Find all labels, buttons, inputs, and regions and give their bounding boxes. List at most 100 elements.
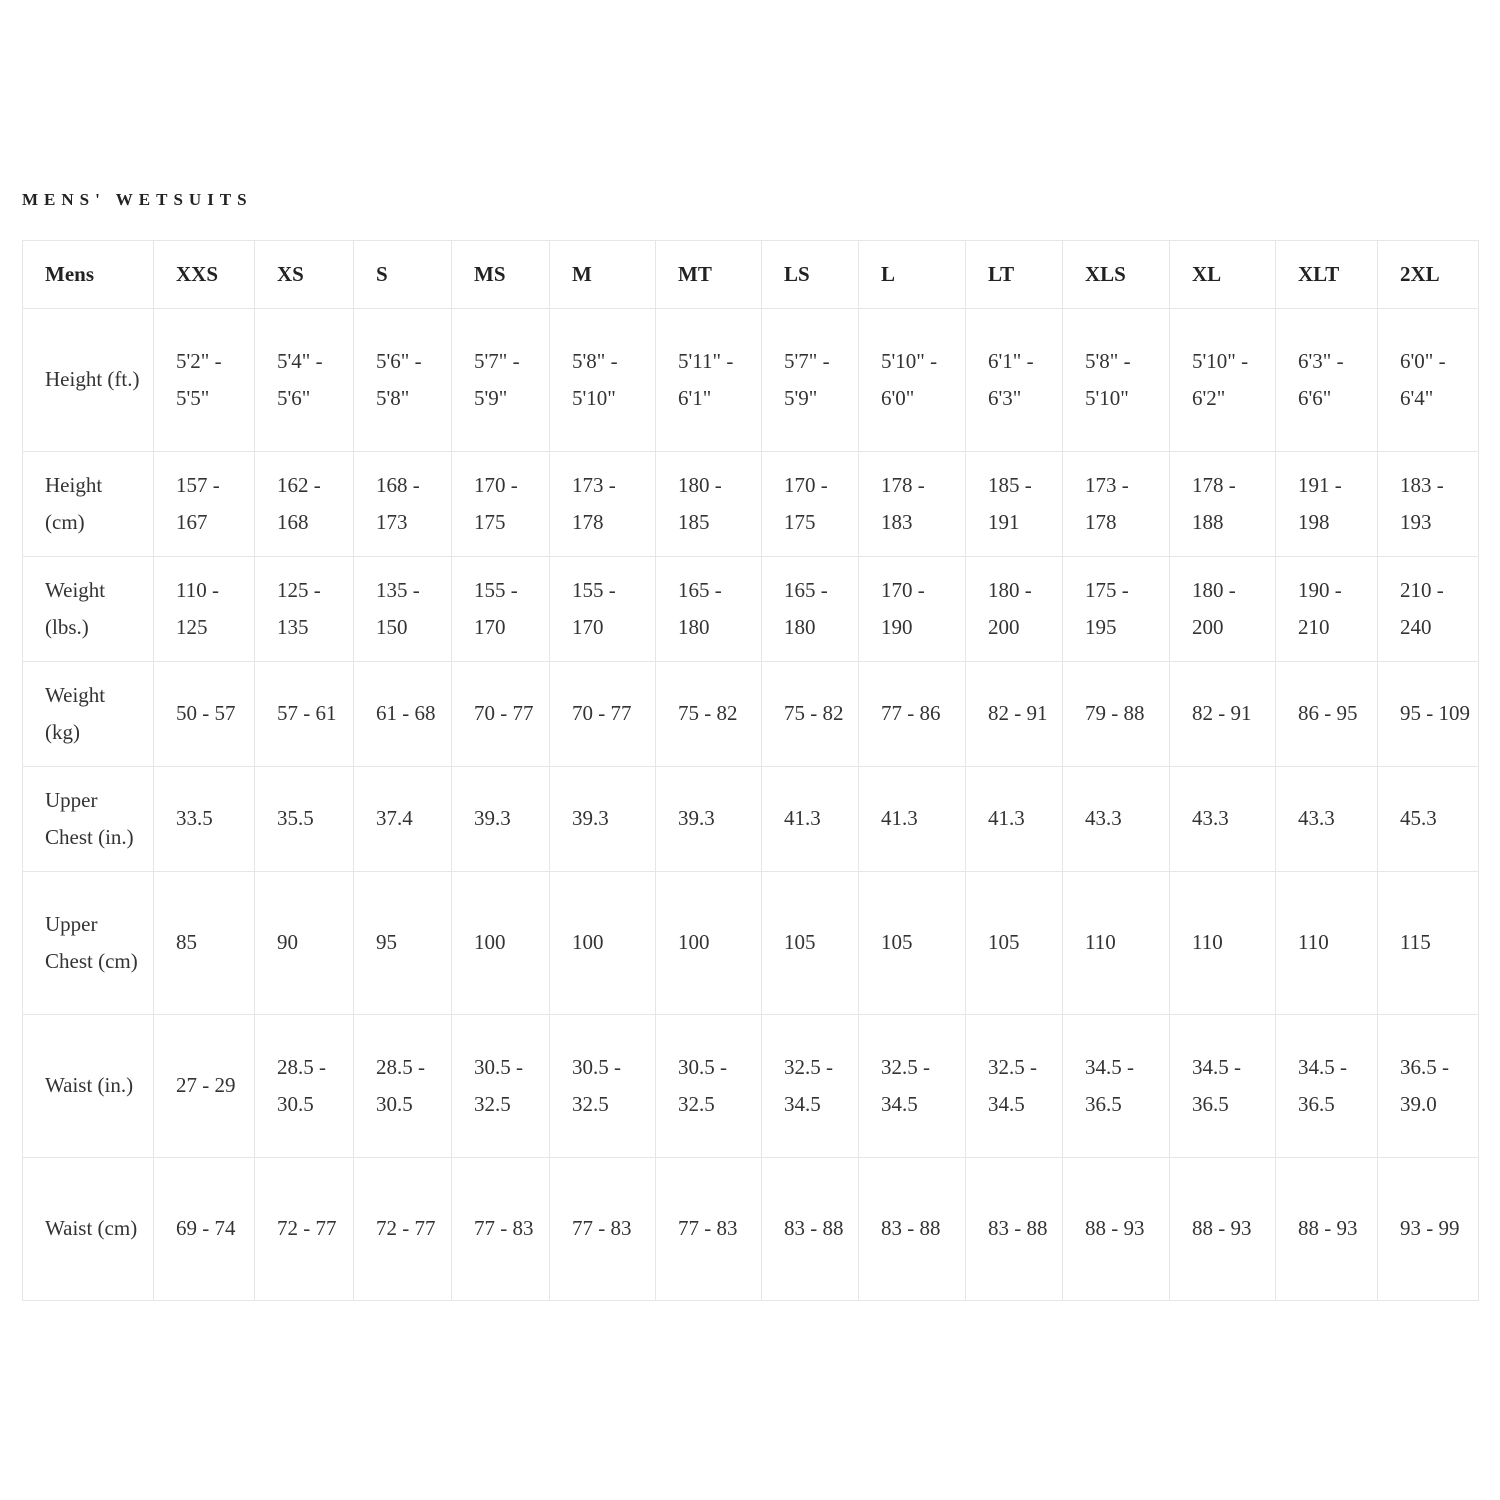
table-cell: 165 - 180 (655, 556, 762, 662)
table-cell: 178 - 188 (1169, 451, 1276, 557)
table-cell: 178 - 183 (858, 451, 966, 557)
table-cell: 83 - 88 (761, 1157, 859, 1301)
size-header: MS (451, 240, 550, 309)
size-header: L (858, 240, 966, 309)
table-cell: 88 - 93 (1062, 1157, 1170, 1301)
table-cell: 6'1" - 6'3" (965, 308, 1063, 452)
table-cell: 5'8" - 5'10" (1062, 308, 1170, 452)
table-cell: 45.3 (1377, 766, 1479, 872)
table-cell: 27 - 29 (153, 1014, 255, 1158)
size-chart-table: Mens XXS XS S MS M MT LS L LT XLS XL XLT 2XL Height (… (22, 240, 1479, 1301)
table-cell: 100 (549, 871, 656, 1015)
table-cell: 82 - 91 (965, 661, 1063, 767)
table-cell: 34.5 - 36.5 (1275, 1014, 1378, 1158)
table-cell: 72 - 77 (353, 1157, 452, 1301)
table-cell: 6'0" - 6'4" (1377, 308, 1479, 452)
size-header: LT (965, 240, 1063, 309)
table-cell: 77 - 83 (451, 1157, 550, 1301)
table-cell: 5'7" - 5'9" (761, 308, 859, 452)
table-cell: 30.5 - 32.5 (549, 1014, 656, 1158)
table-cell: 32.5 - 34.5 (858, 1014, 966, 1158)
table-cell: 210 - 240 (1377, 556, 1479, 662)
table-cell: 5'11" - 6'1" (655, 308, 762, 452)
table-cell: 5'6" - 5'8" (353, 308, 452, 452)
table-cell: 95 (353, 871, 452, 1015)
table-cell: 41.3 (858, 766, 966, 872)
table-cell: 155 - 170 (549, 556, 656, 662)
table-cell: 28.5 - 30.5 (353, 1014, 452, 1158)
table-row: Waist (cm) 69 - 74 72 - 77 72 - 77 77 - 83 77… (22, 1157, 1479, 1301)
size-header: MT (655, 240, 762, 309)
table-cell: 173 - 178 (549, 451, 656, 557)
table-cell: 69 - 74 (153, 1157, 255, 1301)
table-cell: 41.3 (761, 766, 859, 872)
table-cell: 88 - 93 (1275, 1157, 1378, 1301)
table-cell: 183 - 193 (1377, 451, 1479, 557)
table-cell: 105 (761, 871, 859, 1015)
table-cell: 61 - 68 (353, 661, 452, 767)
table-cell: 155 - 170 (451, 556, 550, 662)
table-cell: 39.3 (451, 766, 550, 872)
table-row: Upper Chest (in.) 33.5 35.5 37.4 39.3 39.3 39.… (22, 766, 1479, 872)
table-cell: 165 - 180 (761, 556, 859, 662)
size-header: M (549, 240, 656, 309)
table-cell: 86 - 95 (1275, 661, 1378, 767)
table-cell: 32.5 - 34.5 (965, 1014, 1063, 1158)
section-title: MENS' WETSUITS (22, 190, 253, 209)
table-cell: 72 - 77 (254, 1157, 354, 1301)
table-cell: 85 (153, 871, 255, 1015)
table-row: Height (ft.) 5'2" - 5'5" 5'4" - 5'6" 5'6" -… (22, 308, 1479, 452)
table-cell: 5'8" - 5'10" (549, 308, 656, 452)
table-cell: 168 - 173 (353, 451, 452, 557)
table-cell: 115 (1377, 871, 1479, 1015)
table-cell: 5'10" - 6'0" (858, 308, 966, 452)
table-cell: 35.5 (254, 766, 354, 872)
table-cell: 175 - 195 (1062, 556, 1170, 662)
table-cell: 36.5 - 39.0 (1377, 1014, 1479, 1158)
table-cell: 110 - 125 (153, 556, 255, 662)
header-row: Mens XXS XS S MS M MT LS L LT XLS XL XLT 2XL (22, 240, 1479, 309)
table-cell: 105 (858, 871, 966, 1015)
table-cell: 34.5 - 36.5 (1169, 1014, 1276, 1158)
size-header: LS (761, 240, 859, 309)
size-header: XL (1169, 240, 1276, 309)
table-cell: 37.4 (353, 766, 452, 872)
table-cell: 77 - 83 (549, 1157, 656, 1301)
table-cell: 6'3" - 6'6" (1275, 308, 1378, 452)
table-cell: 180 - 185 (655, 451, 762, 557)
table-cell: 43.3 (1062, 766, 1170, 872)
table-cell: 180 - 200 (1169, 556, 1276, 662)
table-cell: 83 - 88 (965, 1157, 1063, 1301)
table-cell: 100 (655, 871, 762, 1015)
table-cell: 70 - 77 (549, 661, 656, 767)
table-cell: 135 - 150 (353, 556, 452, 662)
size-header: XLT (1275, 240, 1378, 309)
table-cell: 110 (1275, 871, 1378, 1015)
table-cell: 180 - 200 (965, 556, 1063, 662)
table-row: Upper Chest (cm) 85 90 95 100 100 100 105 105 105… (22, 871, 1479, 1015)
table-cell: 162 - 168 (254, 451, 354, 557)
table-cell: 90 (254, 871, 354, 1015)
table-cell: 82 - 91 (1169, 661, 1276, 767)
size-header: 2XL (1377, 240, 1479, 309)
table-row: Weight (lbs.) 110 - 125 125 - 135 135 - 150… (22, 556, 1479, 662)
measurement-label: Waist (in.) (22, 1014, 154, 1158)
table-cell: 41.3 (965, 766, 1063, 872)
table-cell: 5'2" - 5'5" (153, 308, 255, 452)
table-cell: 110 (1169, 871, 1276, 1015)
row-header-label: Mens (22, 240, 154, 309)
table-cell: 105 (965, 871, 1063, 1015)
measurement-label: Height (ft.) (22, 308, 154, 452)
table-cell: 77 - 83 (655, 1157, 762, 1301)
table-cell: 33.5 (153, 766, 255, 872)
size-header: XLS (1062, 240, 1170, 309)
table-cell: 100 (451, 871, 550, 1015)
table-cell: 75 - 82 (761, 661, 859, 767)
table-cell: 57 - 61 (254, 661, 354, 767)
table-cell: 170 - 175 (761, 451, 859, 557)
measurement-label: Weight (kg) (22, 661, 154, 767)
size-header: XS (254, 240, 354, 309)
table-cell: 5'10" - 6'2" (1169, 308, 1276, 452)
table-cell: 50 - 57 (153, 661, 255, 767)
table-cell: 95 - 109 (1377, 661, 1479, 767)
